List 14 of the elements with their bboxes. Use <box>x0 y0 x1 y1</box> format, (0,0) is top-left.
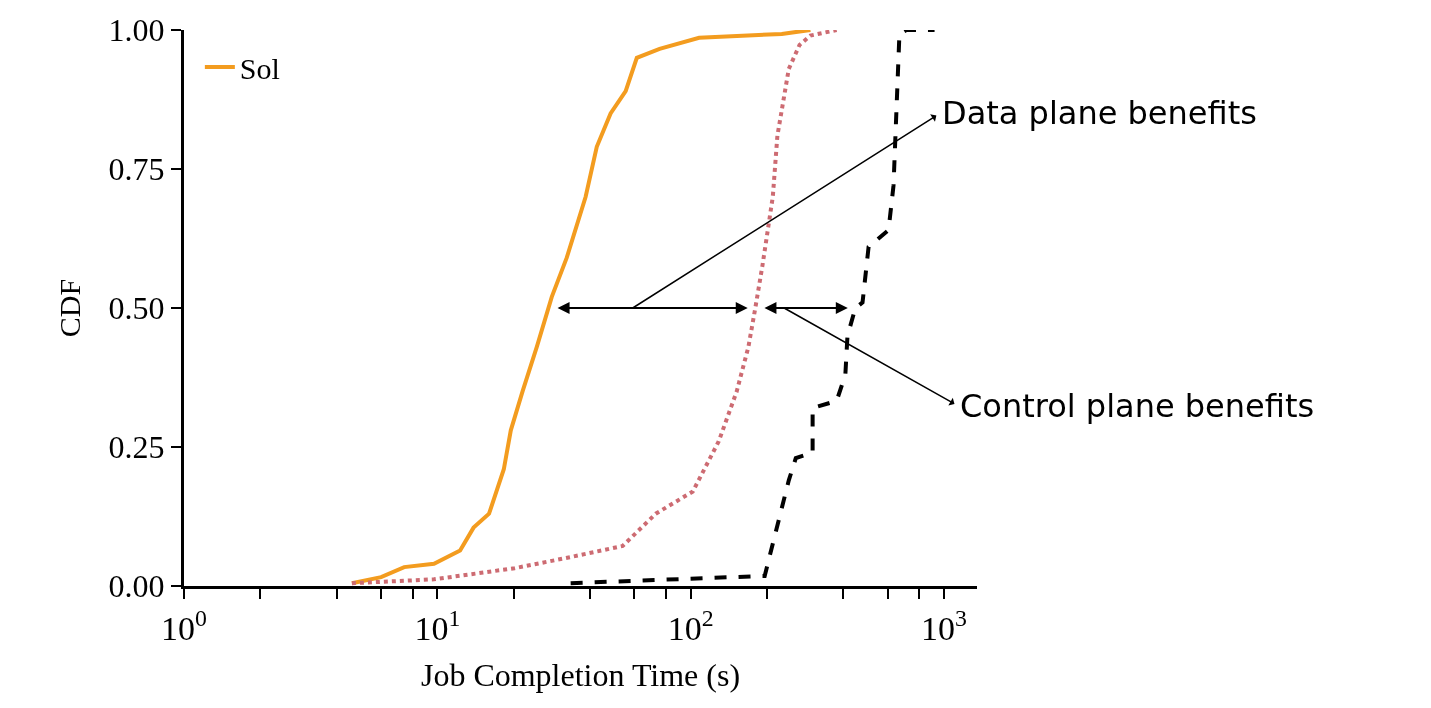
x-tick-label: 10$^{2}$ <box>667 604 714 647</box>
y-tick-label: 0.00 <box>108 568 165 605</box>
y-tick-label: 0.25 <box>108 429 165 466</box>
x-axis-title: Job Completion Time (s) <box>420 656 741 693</box>
x-tick-label: 10$^{1}$ <box>414 604 461 647</box>
legend-label: Sol <box>239 51 280 85</box>
annotation: Control plane benefits <box>960 387 1315 425</box>
y-tick-label: 0.50 <box>108 290 165 327</box>
y-tick-label: 0.75 <box>108 151 165 188</box>
x-tick-label: 10$^{3}$ <box>921 604 967 647</box>
x-tick-label: 10$^{0}$ <box>161 604 207 647</box>
y-axis-title: CDF <box>52 278 86 338</box>
y-tick-label: 1.00 <box>108 12 165 49</box>
annotation: Data plane benefits <box>942 94 1257 132</box>
